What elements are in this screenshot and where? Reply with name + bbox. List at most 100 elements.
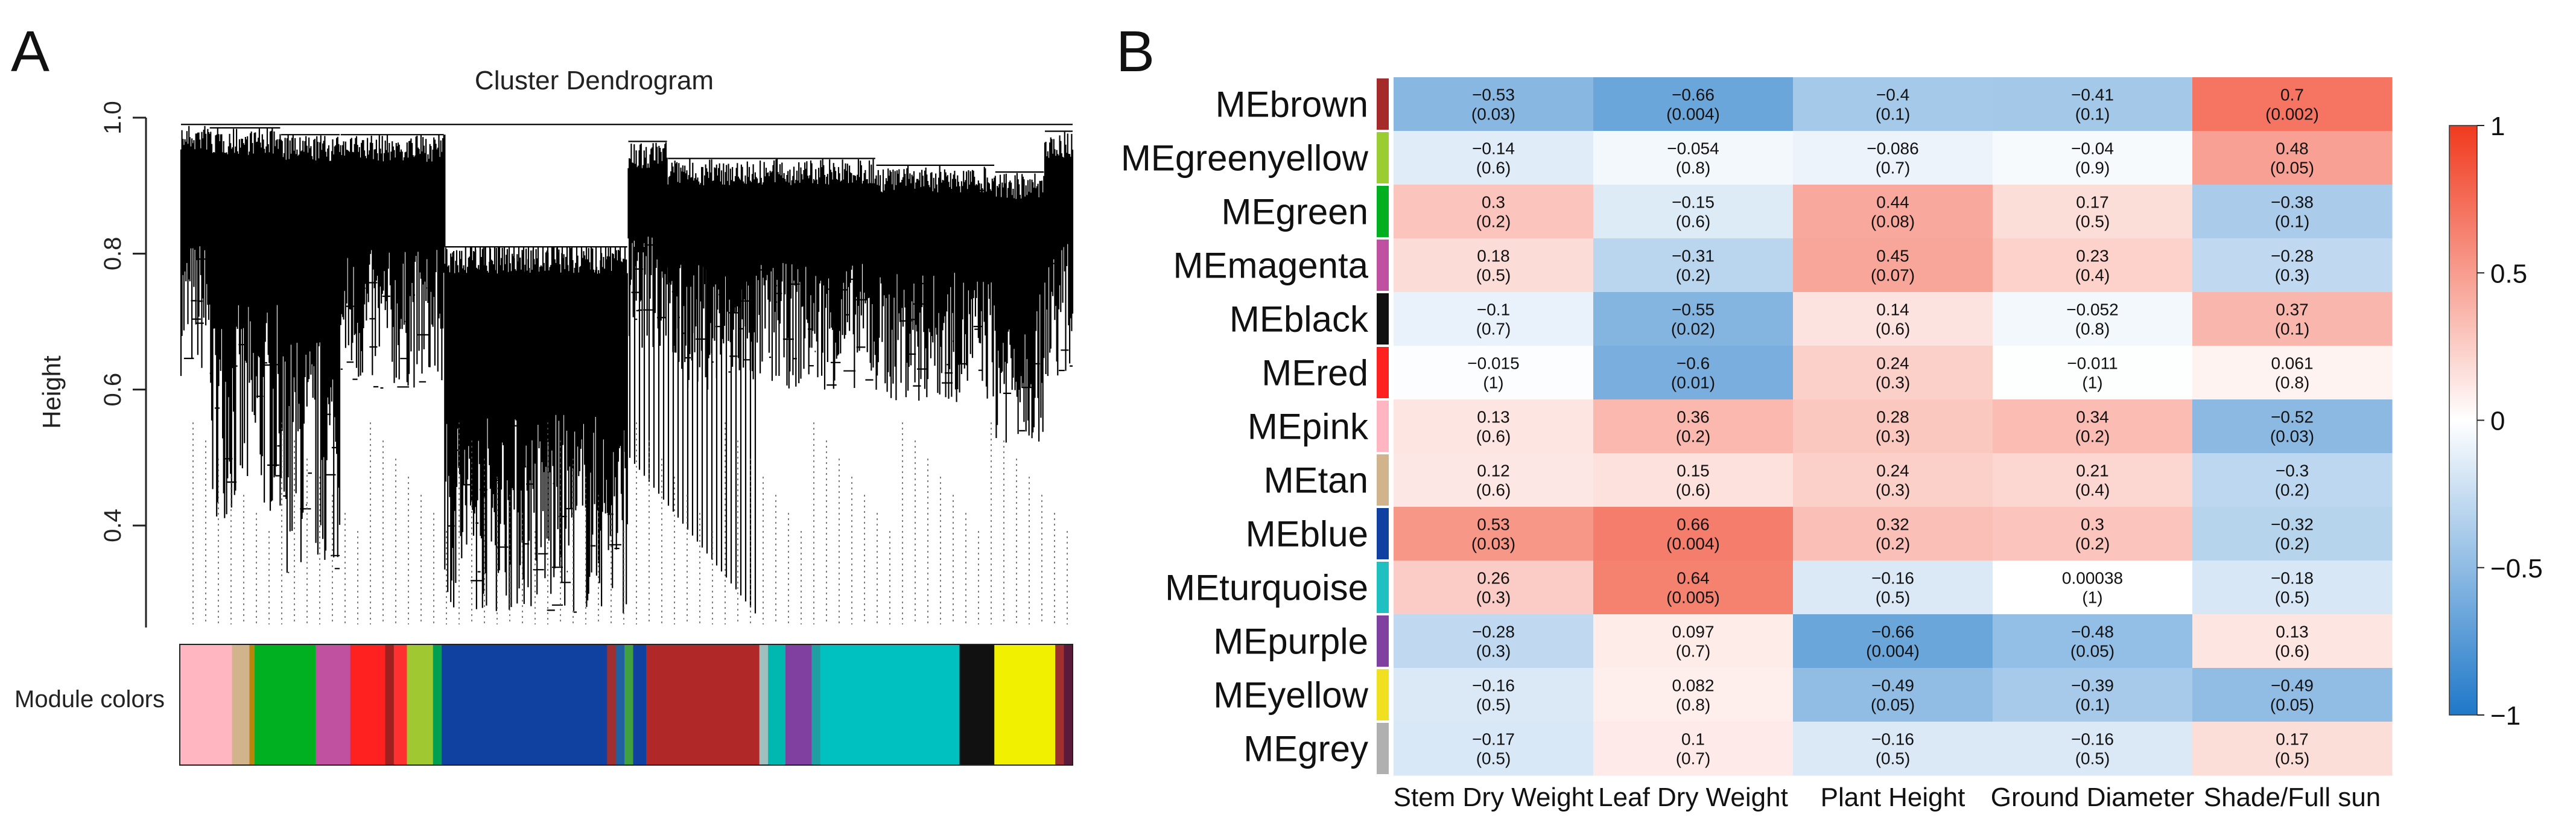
cell-value-label: 0.3	[1482, 193, 1505, 212]
cell-pvalue-label: (0.002)	[2265, 105, 2319, 124]
panel-a: A Cluster Dendrogram Height 0.4 0.6 0.8 1.0…	[11, 19, 1074, 766]
cell-value-label: −0.6	[1677, 354, 1710, 373]
heatmap-cell	[1793, 238, 1993, 293]
heatmap-cell	[1993, 185, 2193, 239]
module-color-block	[768, 644, 786, 765]
cell-pvalue-label: (0.1)	[2075, 105, 2110, 124]
heatmap-cell	[1793, 668, 1993, 722]
cell-pvalue-label: (0.05)	[2270, 696, 2314, 714]
row-label: MEpurple	[1213, 621, 1368, 662]
heatmap-cell	[1593, 399, 1794, 454]
row-label: MEyellow	[1213, 675, 1368, 716]
heatmap-cell	[1593, 614, 1794, 669]
row-color-swatch	[1377, 240, 1389, 291]
heatmap-cell	[1993, 614, 2193, 669]
cell-value-label: 0.34	[2076, 408, 2109, 427]
row-label: MEblue	[1246, 514, 1368, 554]
cell-value-label: 0.17	[2076, 193, 2109, 212]
cell-pvalue-label: (0.6)	[1476, 481, 1511, 500]
cell-pvalue-label: (1)	[2082, 373, 2102, 392]
colorbar-tick-label: 1	[2490, 112, 2505, 141]
cell-pvalue-label: (0.2)	[2075, 427, 2110, 446]
heatmap-cell	[1593, 292, 1794, 346]
cell-pvalue-label: (0.5)	[1876, 588, 1911, 607]
cell-value-label: −0.04	[2071, 139, 2114, 158]
cell-pvalue-label: (0.6)	[1676, 212, 1711, 231]
cell-pvalue-label: (0.2)	[1876, 535, 1911, 553]
heatmap-cell	[1793, 722, 1993, 776]
heatmap-cell	[1394, 131, 1594, 185]
colorbar-tick-label: 0.5	[2490, 259, 2527, 288]
module-bar-border	[179, 644, 1073, 766]
cell-pvalue-label: (0.3)	[1876, 481, 1911, 500]
cell-value-label: 0.3	[2081, 515, 2104, 534]
cell-pvalue-label: (0.3)	[2275, 266, 2310, 285]
cell-pvalue-label: (0.6)	[1476, 427, 1511, 446]
heatmap-cell	[1793, 399, 1993, 454]
row-color-swatch	[1377, 508, 1389, 559]
cell-pvalue-label: (0.9)	[2075, 159, 2110, 177]
module-color-block	[994, 644, 1056, 765]
column-labels: Stem Dry Weight Leaf Dry Weight Plant Heig…	[1394, 783, 2381, 812]
cell-pvalue-label: (0.6)	[1876, 320, 1911, 338]
cell-value-label: 0.18	[1477, 247, 1510, 265]
module-color-block	[820, 644, 960, 765]
column-label: Ground Diameter	[1991, 783, 2194, 812]
cell-value-label: 0.37	[2276, 300, 2309, 319]
heatmap-cell	[1993, 399, 2193, 454]
heatmap-cell	[2192, 507, 2393, 561]
heatmap-cell	[1593, 722, 1794, 776]
cell-pvalue-label: (0.1)	[2275, 320, 2310, 338]
cell-value-label: 0.53	[1477, 515, 1510, 534]
y-tick-label: 1.0	[100, 101, 126, 135]
cell-value-label: −0.011	[2067, 354, 2118, 373]
row-label: MEgrey	[1243, 729, 1368, 769]
heatmap-cell	[1993, 292, 2193, 346]
cell-value-label: −0.17	[1472, 730, 1515, 749]
cell-pvalue-label: (0.2)	[1676, 266, 1711, 285]
cell-value-label: −0.53	[1472, 86, 1515, 104]
cell-value-label: 0.12	[1477, 462, 1510, 480]
heatmap-cell	[1394, 399, 1594, 454]
cell-value-label: −0.66	[1672, 86, 1715, 104]
module-colors-label: Module colors	[14, 686, 165, 713]
cell-pvalue-label: (0.6)	[2275, 642, 2310, 661]
cell-value-label: 0.13	[1477, 408, 1510, 427]
cell-pvalue-label: (0.05)	[2070, 642, 2114, 661]
cell-pvalue-label: (0.7)	[1476, 320, 1511, 338]
row-color-swatch	[1377, 401, 1389, 452]
row-color-strip	[1377, 78, 1389, 774]
heatmap-cell	[1394, 346, 1594, 400]
cell-value-label: 0.23	[2076, 247, 2109, 265]
heatmap-cell	[1593, 507, 1794, 561]
cell-pvalue-label: (0.4)	[2075, 266, 2110, 285]
cell-pvalue-label: (0.4)	[2075, 481, 2110, 500]
module-color-block	[811, 644, 821, 765]
heatmap-cell	[1993, 131, 2193, 185]
cell-pvalue-label: (0.7)	[1676, 642, 1711, 661]
cell-value-label: −0.16	[1871, 569, 1914, 588]
row-color-swatch	[1377, 132, 1389, 183]
cell-pvalue-label: (0.03)	[1471, 105, 1515, 124]
module-color-block	[633, 644, 647, 765]
heatmap-cell	[1993, 668, 2193, 722]
module-color-block	[646, 644, 760, 765]
module-color-block	[759, 644, 769, 765]
row-label: MEtan	[1264, 460, 1368, 501]
cell-value-label: −0.39	[2071, 676, 2114, 695]
module-colors-bar	[179, 644, 1073, 766]
module-color-block	[393, 644, 407, 765]
cell-pvalue-label: (0.7)	[1876, 159, 1911, 177]
module-color-block	[442, 644, 608, 765]
cell-value-label: −0.48	[2071, 623, 2114, 641]
heatmap-cell	[2192, 453, 2393, 507]
heatmap-cell	[1394, 238, 1594, 293]
cell-pvalue-label: (0.5)	[2275, 588, 2310, 607]
heatmap-cell	[1593, 668, 1794, 722]
colorbar-gradient	[2449, 125, 2478, 716]
row-color-swatch	[1377, 454, 1389, 506]
cell-value-label: 0.28	[1876, 408, 1909, 427]
heatmap-cell	[1394, 507, 1594, 561]
cell-pvalue-label: (0.2)	[2275, 535, 2310, 553]
row-label: MEgreenyellow	[1121, 138, 1369, 179]
